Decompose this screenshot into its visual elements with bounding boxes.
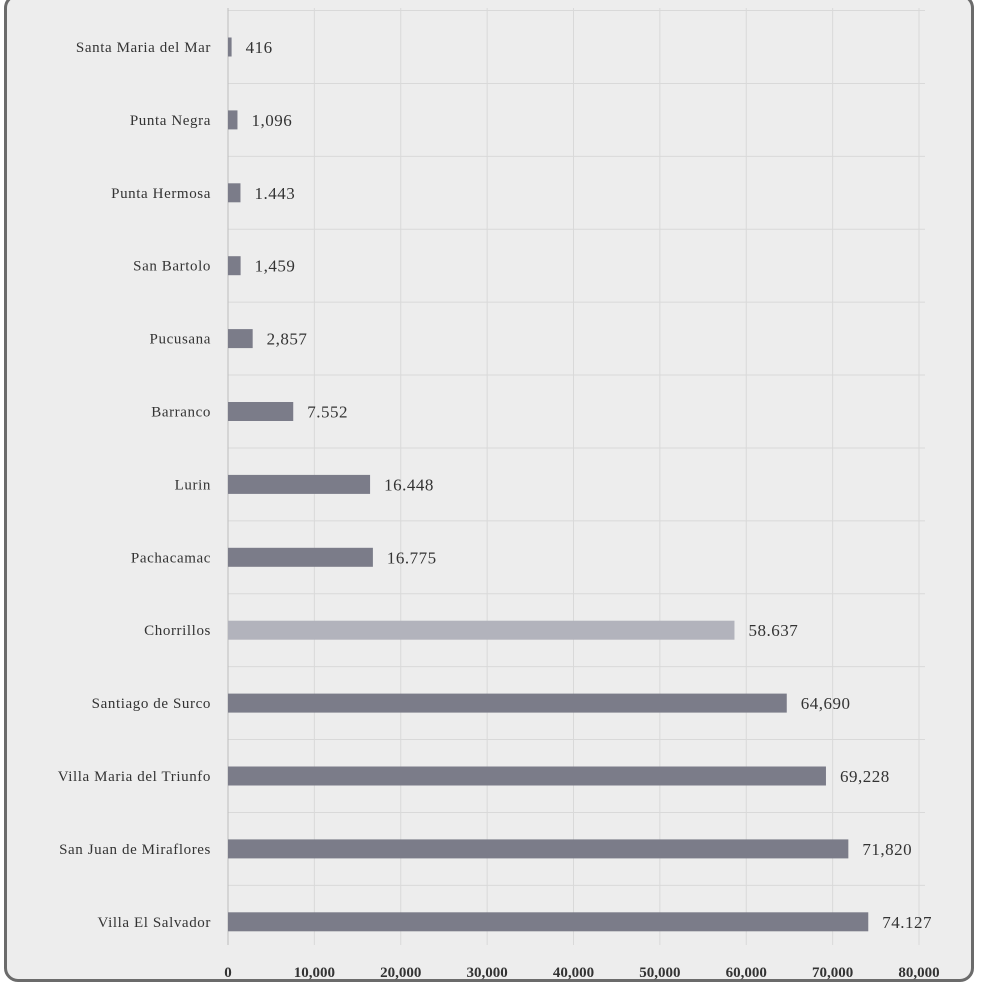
category-labels: Santa Maria del Mar Punta Negra Punta Herm… <box>58 40 211 931</box>
bar-chorrillos <box>228 620 735 640</box>
category-label: Pucusana <box>150 332 211 348</box>
x-tick-label: 50,000 <box>639 965 680 981</box>
bar-san-bartolo <box>228 256 241 276</box>
value-label: 416 <box>246 38 273 57</box>
bar-lurin <box>228 474 371 494</box>
x-tick-label: 60,000 <box>726 965 767 981</box>
value-label: 1,459 <box>255 257 296 276</box>
category-label: Punta Negra <box>130 113 211 129</box>
value-label: 71,820 <box>862 840 912 859</box>
value-label: 1.443 <box>254 184 295 203</box>
bar-santa-maria-del-mar <box>228 37 232 57</box>
category-label: San Bartolo <box>133 259 211 275</box>
x-tick-label: 70,000 <box>812 965 853 981</box>
bar-punta-negra <box>228 110 238 130</box>
bar-santiago-de-surco <box>228 693 787 713</box>
category-label: San Juan de Miraflores <box>59 842 211 858</box>
bars-group <box>228 37 869 932</box>
value-label: 74.127 <box>882 913 932 932</box>
x-tick-label: 20,000 <box>380 965 421 981</box>
x-tick-label: 40,000 <box>553 965 594 981</box>
x-tick-label: 30,000 <box>467 965 508 981</box>
value-label: 64,690 <box>801 694 851 713</box>
category-label: Santa Maria del Mar <box>76 40 211 56</box>
value-label: 58.637 <box>748 621 798 640</box>
value-label: 1,096 <box>251 111 292 130</box>
x-axis-ticks: 0 10,000 20,000 30,000 40,000 50,000 60,000 70,… <box>224 965 939 981</box>
value-label: 16.775 <box>387 548 437 567</box>
value-label: 7.552 <box>307 403 348 422</box>
category-label: Chorrillos <box>144 623 211 639</box>
category-label: Pachacamac <box>131 550 211 566</box>
bar-punta-hermosa <box>228 183 241 203</box>
x-tick-label: 10,000 <box>294 965 335 981</box>
value-label: 2,857 <box>267 330 308 349</box>
value-label: 16.448 <box>384 475 434 494</box>
bar-villa-el-salvador <box>228 912 869 932</box>
value-labels: 416 1,096 1.443 1,459 2,857 7.552 16.448 16.775… <box>246 38 932 932</box>
bar-pachacamac <box>228 547 373 567</box>
category-label: Santiago de Surco <box>92 696 211 712</box>
category-label: Punta Hermosa <box>111 186 211 202</box>
bar-villa-maria-del-triunfo <box>228 766 826 786</box>
x-tick-label: 80,000 <box>898 965 939 981</box>
category-label: Barranco <box>151 405 211 421</box>
chart-frame <box>4 0 974 982</box>
x-tick-label: 0 <box>224 965 232 981</box>
value-label: 69,228 <box>840 767 890 786</box>
bar-pucusana <box>228 329 253 349</box>
bar-san-juan-de-miraflores <box>228 839 849 859</box>
category-label: Villa Maria del Triunfo <box>58 769 211 785</box>
category-label: Lurin <box>175 477 211 493</box>
bar-barranco <box>228 402 294 421</box>
grid-lines <box>227 8 925 945</box>
category-label: Villa El Salvador <box>98 915 211 931</box>
